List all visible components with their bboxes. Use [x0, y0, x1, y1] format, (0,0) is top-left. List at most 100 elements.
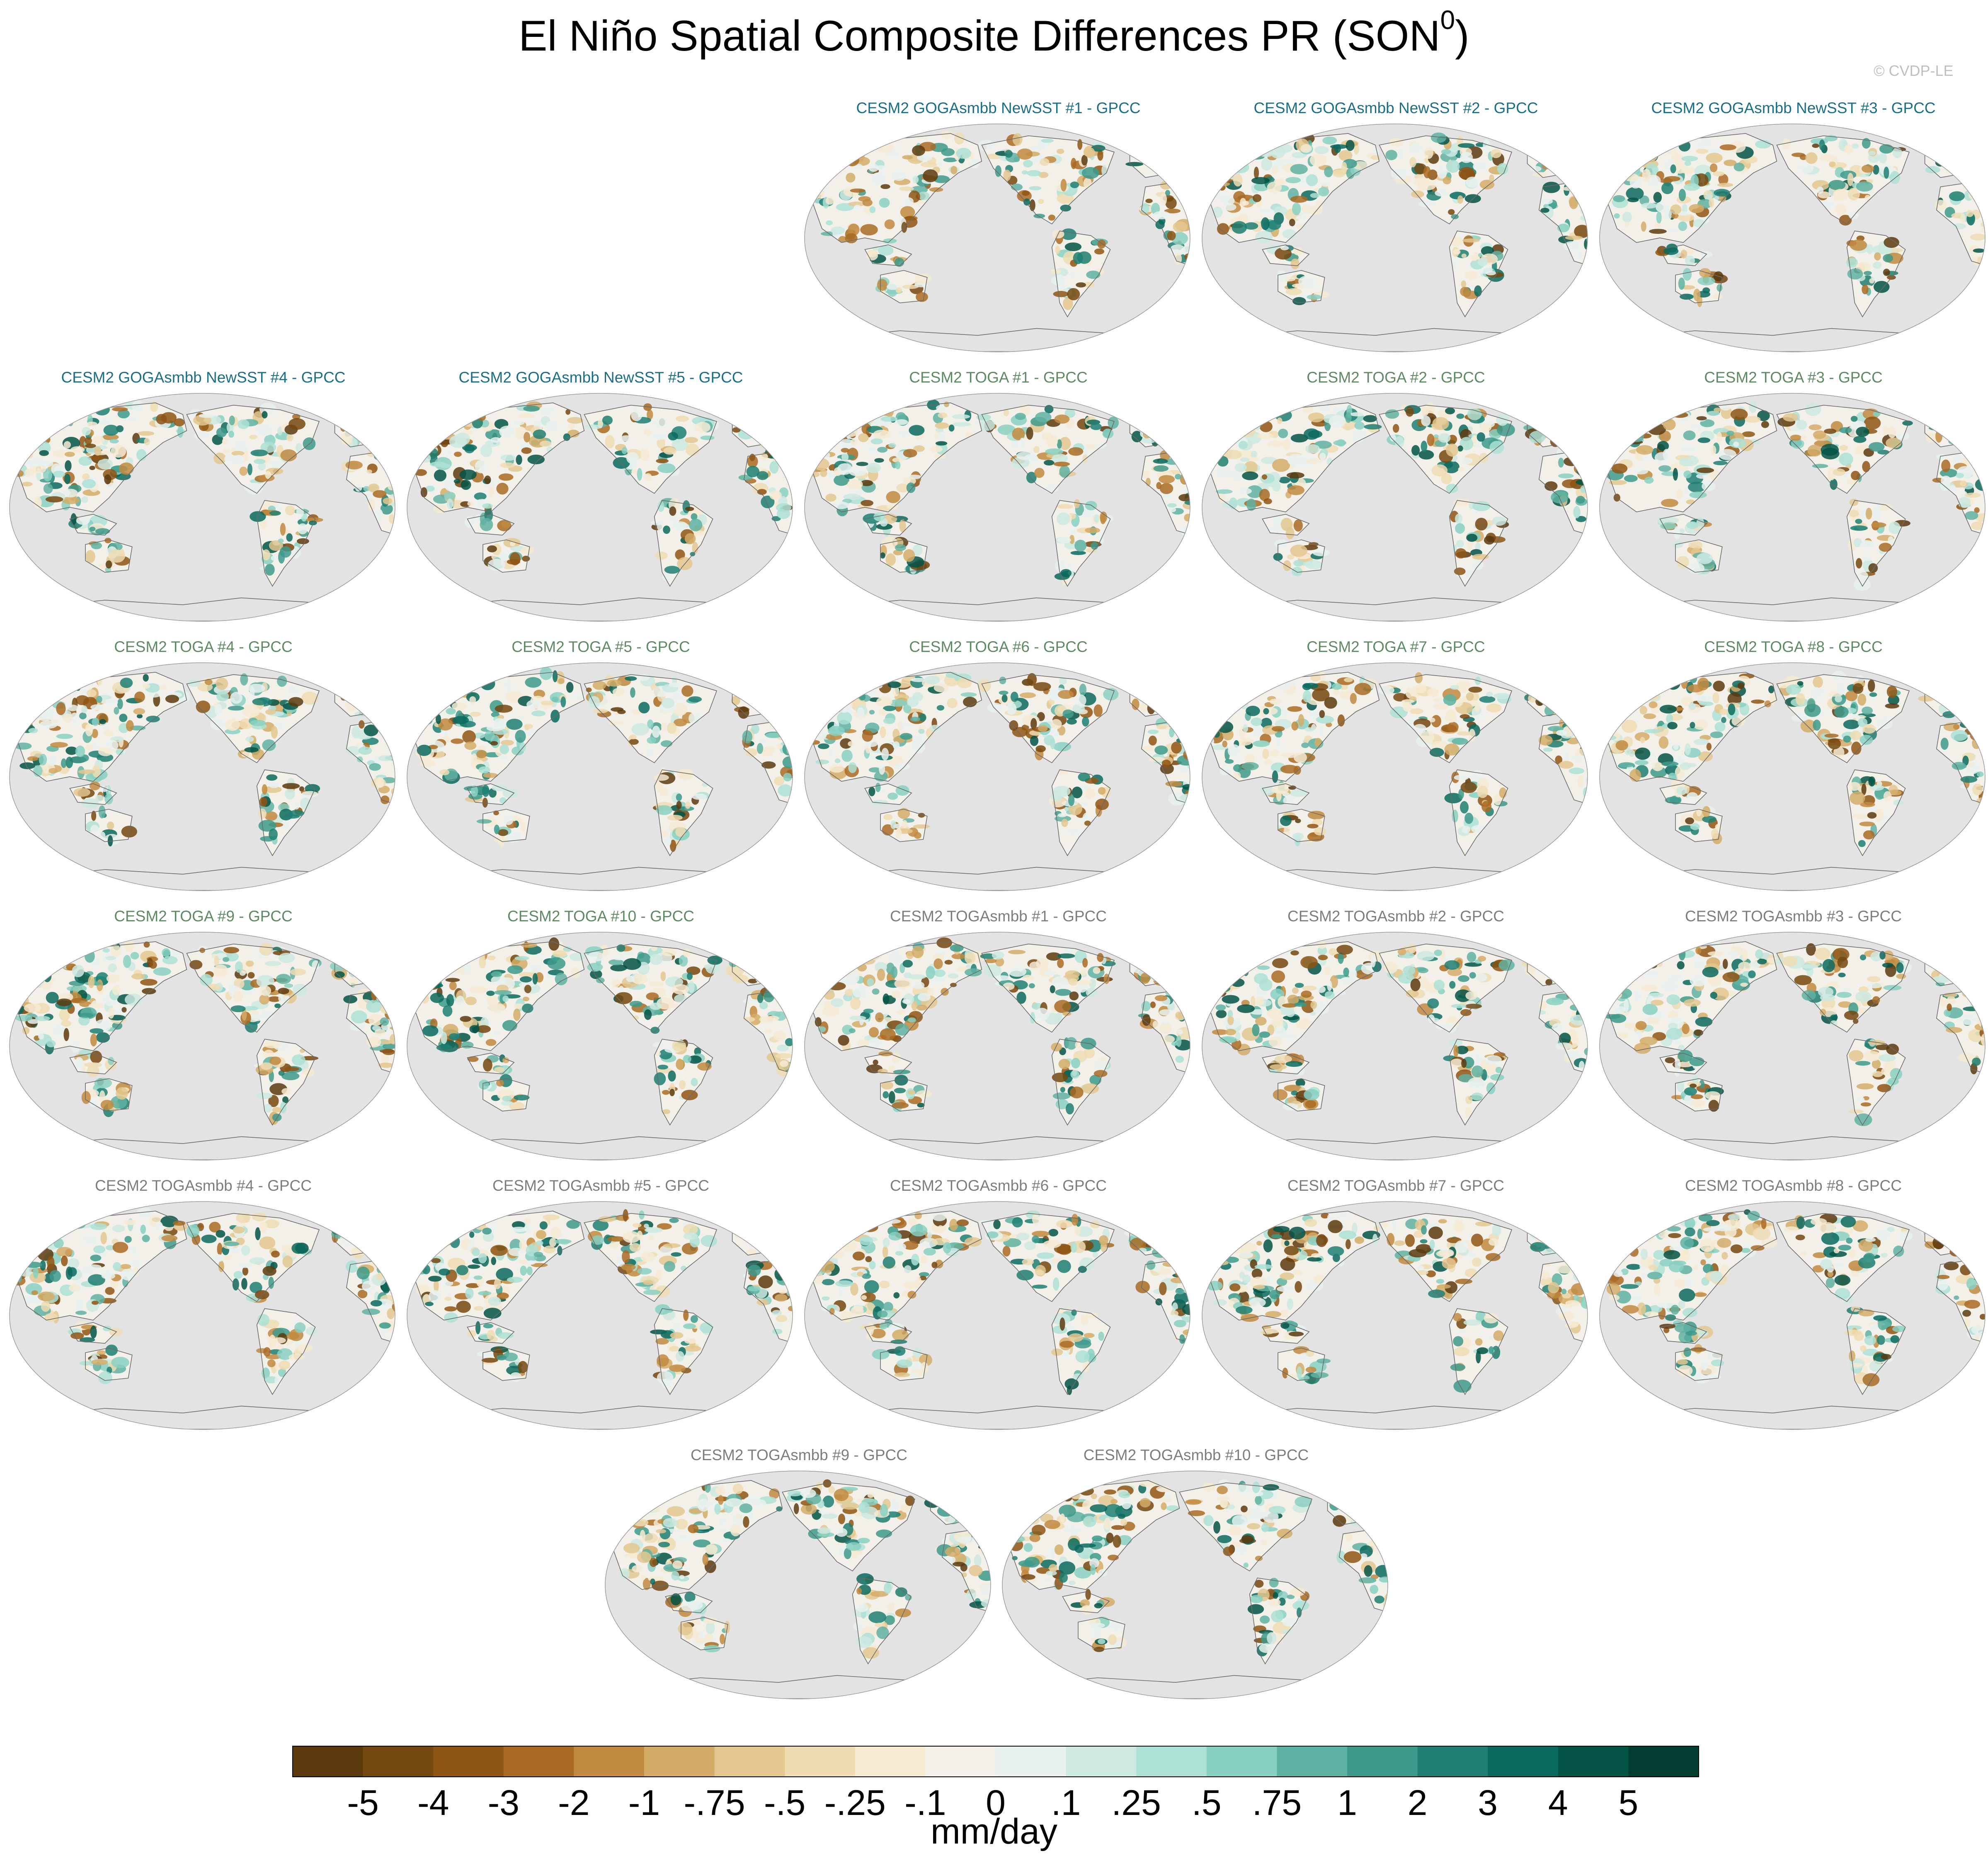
map-boundary — [1599, 124, 1986, 352]
anomaly-patch — [1577, 197, 1588, 204]
anomaly-patch — [112, 407, 128, 412]
anomaly-patch — [1796, 420, 1807, 430]
precip-difference-map — [407, 662, 793, 891]
anomaly-patch — [892, 1102, 909, 1109]
anomaly-patch — [1466, 533, 1478, 542]
anomaly-patch — [1497, 163, 1508, 175]
anomaly-patch — [656, 805, 672, 815]
anomaly-patch — [440, 463, 451, 468]
anomaly-patch — [260, 1062, 273, 1070]
anomaly-patch — [1653, 192, 1662, 203]
map-panel-title: CESM2 TOGA #1 - GPCC — [909, 369, 1088, 386]
anomaly-patch — [393, 466, 395, 475]
anomaly-patch — [1234, 772, 1241, 780]
anomaly-patch — [1045, 448, 1064, 455]
anomaly-patch — [929, 724, 941, 732]
anomaly-patch — [1791, 439, 1804, 449]
anomaly-patch — [1013, 157, 1020, 162]
anomaly-patch — [1084, 820, 1091, 826]
anomaly-patch — [1012, 133, 1023, 146]
anomaly-patch — [1433, 703, 1449, 710]
anomaly-patch — [268, 996, 281, 1002]
anomaly-patch — [1481, 801, 1492, 812]
anomaly-patch — [94, 403, 110, 416]
anomaly-patch — [1801, 435, 1806, 441]
anomaly-patch — [233, 455, 244, 465]
anomaly-patch — [1458, 467, 1464, 472]
anomaly-patch — [630, 734, 637, 739]
anomaly-patch — [943, 157, 958, 162]
anomaly-patch — [848, 741, 854, 746]
anomaly-patch — [1474, 703, 1480, 712]
anomaly-patch — [283, 814, 300, 819]
anomaly-patch — [22, 482, 33, 487]
anomaly-patch — [655, 551, 668, 560]
anomaly-patch — [1479, 179, 1495, 189]
anomaly-patch — [1967, 685, 1973, 693]
anomaly-patch — [1737, 682, 1745, 689]
coastline — [1449, 230, 1508, 317]
anomaly-patch — [478, 1079, 489, 1090]
anomaly-patch — [162, 956, 178, 964]
anomaly-patch — [613, 955, 625, 960]
anomaly-patch — [308, 521, 317, 526]
anomaly-patch — [263, 786, 282, 793]
anomaly-patch — [854, 204, 861, 210]
anomaly-patch — [1792, 714, 1809, 722]
anomaly-patch — [136, 449, 147, 461]
anomaly-patch — [1869, 150, 1876, 155]
anomaly-patch — [1354, 422, 1365, 430]
anomaly-patch — [1888, 536, 1894, 544]
anomaly-patch — [1698, 751, 1713, 762]
anomaly-patch — [1319, 726, 1325, 736]
anomaly-patch — [880, 184, 890, 189]
anomaly-patch — [1455, 523, 1465, 534]
anomaly-patch — [488, 1003, 506, 1013]
coastline — [981, 135, 1115, 225]
anomaly-patch — [96, 1032, 110, 1043]
anomaly-patch — [90, 743, 100, 751]
anomaly-patch — [1574, 225, 1588, 238]
anomaly-patch — [903, 449, 917, 458]
anomaly-patch — [1874, 787, 1885, 800]
anomaly-patch — [1828, 180, 1846, 190]
anomaly-patch — [885, 553, 896, 566]
coastline — [467, 1052, 515, 1075]
anomaly-patch — [1673, 540, 1683, 548]
anomaly-patch — [865, 740, 878, 747]
anomaly-patch — [1401, 699, 1414, 704]
anomaly-patch — [567, 417, 583, 424]
anomaly-patch — [766, 695, 775, 705]
anomaly-patch — [895, 785, 909, 796]
anomaly-patch — [661, 698, 674, 709]
anomaly-patch — [912, 176, 919, 184]
anomaly-patch — [873, 512, 885, 521]
anomaly-patch — [46, 992, 59, 1004]
anomaly-patch — [1647, 423, 1656, 427]
anomaly-patch — [1275, 737, 1281, 749]
anomaly-patch — [449, 1033, 460, 1040]
anomaly-patch — [785, 1038, 793, 1047]
anomaly-patch — [1557, 686, 1563, 695]
anomaly-patch — [686, 443, 699, 456]
anomaly-patch — [210, 718, 225, 730]
anomaly-patch — [380, 993, 390, 1002]
anomaly-patch — [21, 446, 32, 456]
coastline — [864, 783, 912, 805]
anomaly-patch — [1471, 825, 1484, 833]
map-panel: CESM2 TOGA #4 - GPCC — [7, 638, 399, 895]
anomaly-patch — [674, 718, 687, 727]
anomaly-patch — [522, 1003, 533, 1013]
anomaly-patch — [278, 988, 289, 994]
anomaly-patch — [70, 712, 80, 725]
anomaly-patch — [259, 943, 273, 956]
anomaly-patch — [626, 976, 635, 982]
anomaly-patch — [1097, 953, 1104, 962]
anomaly-patch — [1329, 415, 1346, 428]
map-panel: CESM2 TOGA #8 - GPCC — [1598, 638, 1988, 895]
anomaly-patch — [374, 453, 389, 461]
anomaly-patch — [1338, 150, 1353, 161]
coastline — [1846, 230, 1906, 317]
anomaly-patch — [1290, 196, 1308, 203]
anomaly-patch — [475, 460, 487, 473]
